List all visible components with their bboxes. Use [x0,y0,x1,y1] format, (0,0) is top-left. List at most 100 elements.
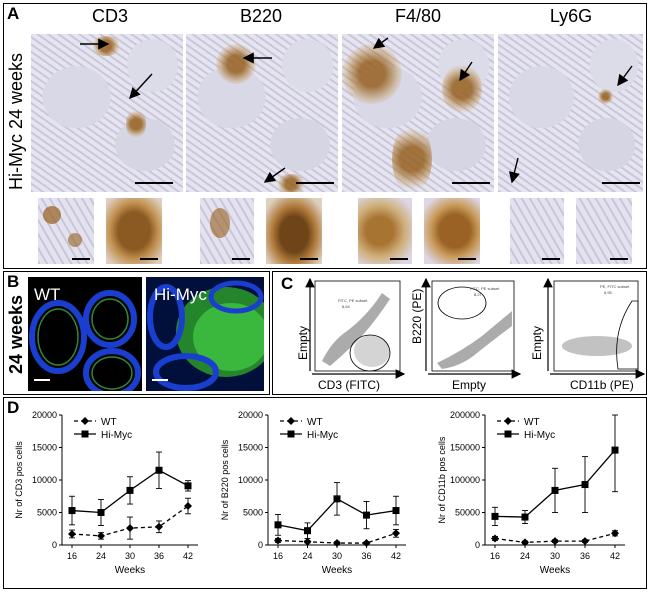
panel-b-letter: B [7,272,20,291]
fluorescence-image-himyc: Hi-Myc [146,277,264,391]
y-tick-label: 20000 [32,410,57,420]
y-tick-label: 100000 [450,475,480,485]
legend-marker-diamond [287,417,295,425]
data-point-diamond [392,529,400,538]
data-point-diamond [491,534,499,543]
x-tick-label: 24 [96,551,106,561]
flow-plot3-gate-value: 6,95 [604,290,612,295]
scale-bar [232,258,250,260]
flow-plot-b220 [421,277,522,379]
x-axis-label: Weeks [115,565,145,576]
x-axis-label: Weeks [322,565,352,576]
wt-label: WT [34,285,61,304]
scale-bar [300,258,318,260]
y-tick-label: 50000 [455,508,480,518]
data-point-square [97,509,105,516]
histology-image-b220 [186,34,338,192]
scale-bar [458,258,476,260]
x-tick-label: 36 [154,551,164,561]
inset-ly6g-1 [510,198,564,264]
data-point-diamond [521,538,529,547]
scale-bar [602,182,640,184]
data-point-diamond [68,529,76,538]
series-line-wt [494,532,616,544]
line-chart-b220: 0 5000 10000 15000 20000 16 24 30 36 42 Weeks Nr of… [220,410,406,576]
scale-bar [140,258,158,260]
y-axis-label: Nr of CD11b pos cells [437,436,447,523]
data-point-square [491,512,499,520]
inset-cd3-1 [38,198,94,264]
data-point-square [611,446,619,454]
x-tick-label: 36 [361,551,371,561]
arrow-icon [263,167,286,183]
data-point-diamond [333,539,341,548]
arrow-icon [508,157,520,184]
y-tick-label: 150000 [450,443,480,453]
flow-plot2-gate-value: 8,27 [474,292,482,297]
data-point-diamond [551,537,559,546]
stain-title-ly6g: Ly6G [549,6,593,26]
panel-a-letter: A [7,4,20,23]
x-tick-label: 42 [391,551,401,561]
data-point-diamond [184,502,192,510]
line-chart-cd3: 0 5000 10000 15000 20000 16 24 30 36 42 Weeks Nr of… [14,410,198,576]
x-tick-label: 42 [183,551,193,561]
legend-label: Hi-Myc [307,430,338,441]
x-tick-label: 30 [550,551,560,561]
inset-ly6g-2 [576,198,632,264]
data-point-square [155,466,163,474]
data-point-square [304,527,311,535]
histology-image-ly6g [498,34,643,192]
y-tick-label: 0 [258,540,263,550]
panel-c-letter: C [281,274,294,293]
scale-bar [135,182,173,184]
y-tick-label: 10000 [238,475,263,485]
scale-bar [296,182,334,184]
legend-marker-diamond [81,417,89,425]
scale-bar [72,258,90,260]
line-chart-cd11b: 0 50000 100000 150000 200000 16 24 30 36 42 Weeks N… [437,410,625,576]
stain-title-b220: B220 [239,6,283,26]
data-point-square [184,482,192,490]
flow-plot1-gate-value: 8,64 [342,304,350,309]
y-axis-label: Nr of B220 pos cells [220,439,230,520]
flow-plot-cd11b [543,277,646,379]
inset-f480-2 [424,198,480,264]
data-point-square [363,511,370,519]
flow-plot1-ylabel: Empty [296,325,310,360]
panel-d-letter: D [7,398,20,417]
data-point-diamond [155,522,163,531]
y-tick-label: 5000 [243,508,263,518]
x-tick-label: 30 [332,551,342,561]
legend-marker-square [81,430,89,438]
flow-cytometry-plots [305,277,646,379]
annotation-arrows [80,37,633,184]
x-tick-label: 16 [273,551,283,561]
y-axis-label: Nr of CD3 pos cells [14,441,24,519]
arrow-icon [617,65,633,87]
stain-title-f480: F4/80 [394,6,442,26]
flow-plot2-gate: FITC, PE subset [470,286,500,291]
flow-plot2-xlabel: Empty [452,378,487,392]
y-tick-label: 0 [475,540,480,550]
data-point-square [126,486,134,494]
arrow-icon [372,37,389,49]
legend-label: WT [307,417,323,428]
y-tick-label: 200000 [450,410,480,420]
data-point-diamond [97,531,105,540]
data-point-square [581,481,589,489]
y-tick-label: 10000 [32,475,57,485]
data-point-square [274,521,282,529]
x-tick-label: 42 [610,551,620,561]
x-tick-label: 16 [67,551,77,561]
fluorescence-image-wt: WT [28,277,142,391]
x-axis-label: Weeks [540,565,570,576]
legend-label: Hi-Myc [101,430,132,441]
x-tick-label: 24 [302,551,312,561]
data-point-diamond [611,529,619,538]
inset-b220-1 [200,198,254,264]
y-tick-label: 20000 [238,410,263,420]
flow-plot3-ylabel: Empty [530,325,544,360]
legend-label: WT [524,417,540,428]
flow-plot1-gate: FITC, PE subset [338,298,368,303]
